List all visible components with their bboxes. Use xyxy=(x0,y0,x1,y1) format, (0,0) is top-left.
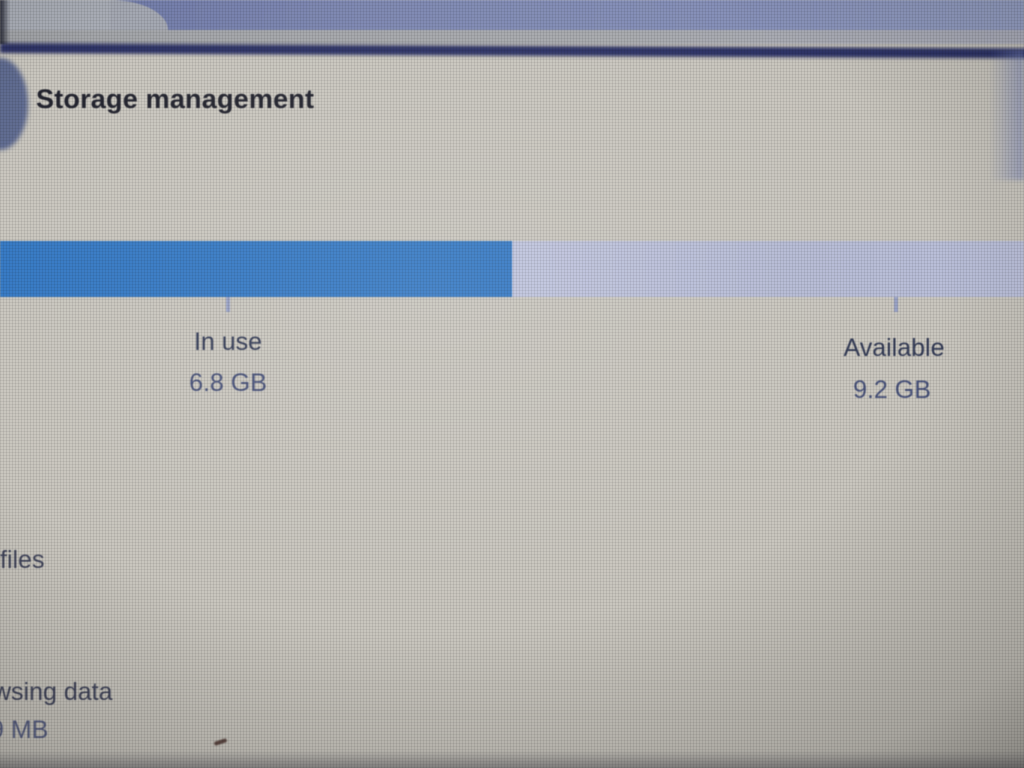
row-browsing-data[interactable]: wsing data xyxy=(0,678,113,706)
row-my-files[interactable]: files xyxy=(0,546,45,574)
available-label: Available xyxy=(843,334,945,362)
browser-tab-strip xyxy=(0,0,1024,30)
photo-edge-shadow xyxy=(0,0,10,44)
in-use-value: 6.8 GB xyxy=(189,369,267,397)
active-tab[interactable] xyxy=(0,0,110,30)
storage-bar-available-segment xyxy=(512,241,1024,297)
row-browsing-data-size: 9 MB xyxy=(0,716,49,744)
available-value: 9.2 GB xyxy=(853,376,931,404)
page-title: Storage management xyxy=(36,84,315,114)
in-use-label: In use xyxy=(193,328,263,356)
in-use-tick-mark xyxy=(226,297,230,312)
window-divider-line xyxy=(0,43,1024,59)
storage-usage-bar xyxy=(0,241,1024,297)
screen-glare xyxy=(990,50,1024,180)
available-tick-mark xyxy=(894,297,898,312)
back-button[interactable] xyxy=(0,58,28,150)
browser-toolbar xyxy=(0,30,1024,44)
storage-bar-in-use-segment xyxy=(0,241,512,297)
cursor-speck xyxy=(213,738,228,746)
active-tab-corner xyxy=(110,0,168,30)
